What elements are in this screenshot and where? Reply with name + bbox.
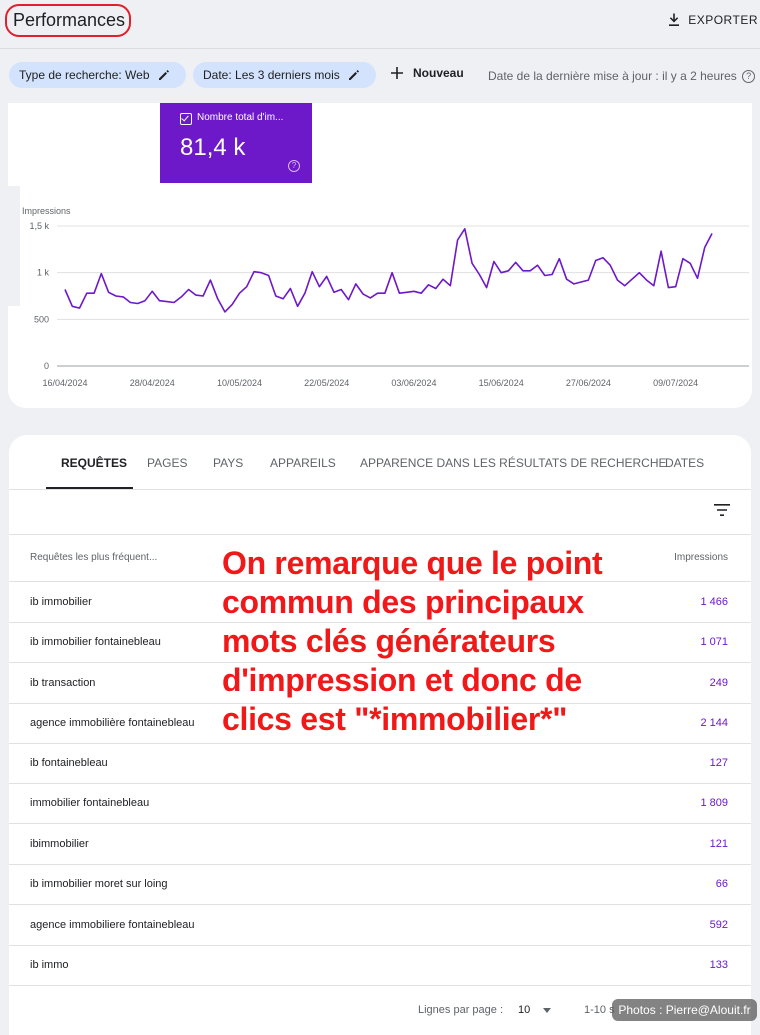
download-icon <box>669 13 680 26</box>
table-row[interactable]: immobilier fontainebleau 1 809 <box>9 783 751 824</box>
query-text: ib transaction <box>30 677 96 689</box>
column-header-query[interactable]: Requêtes les plus fréquent... <box>30 552 158 563</box>
table-row[interactable]: ib transaction 249 <box>9 663 751 704</box>
impressions-value: 1 466 <box>700 596 728 608</box>
filter-bar: Type de recherche: Web Date: Les 3 derni… <box>0 49 760 103</box>
page-title: Performances <box>13 10 126 30</box>
y-tick-label: 1 k <box>37 268 50 278</box>
tab-queries[interactable]: REQUÊTES <box>61 456 128 470</box>
metric-total-impressions[interactable]: Nombre total d'im... 81,4 k ? <box>160 103 312 183</box>
help-icon[interactable]: ? <box>742 70 756 84</box>
column-header-impressions[interactable]: Impressions <box>674 552 728 563</box>
active-tab-indicator <box>46 487 133 489</box>
y-axis-title: Impressions <box>22 206 71 216</box>
x-tick-label: 22/05/2024 <box>304 378 349 388</box>
impressions-value: 2 144 <box>700 717 728 729</box>
search-type-chip[interactable]: Type de recherche: Web <box>9 62 186 88</box>
table-toolbar <box>9 490 751 535</box>
photo-credit-watermark: Photos : Pierre@Alouit.fr <box>612 999 757 1021</box>
card-edge <box>0 186 20 306</box>
last-update-label: Date de la dernière mise à jour : il y a… <box>488 69 737 83</box>
impressions-value: 1 071 <box>700 636 728 648</box>
impressions-value: 133 <box>709 959 728 971</box>
impressions-value: 592 <box>709 919 728 931</box>
query-text: ib fontainebleau <box>30 757 108 769</box>
x-tick-label: 10/05/2024 <box>217 378 262 388</box>
help-icon[interactable]: ? <box>288 160 300 172</box>
pencil-icon <box>158 70 169 80</box>
table-row[interactable]: ib immobilier 1 466 <box>9 582 751 623</box>
page-range: 1-10 s <box>584 1004 615 1016</box>
query-text: ibimmobilier <box>30 838 89 850</box>
impressions-value: 127 <box>709 757 728 769</box>
query-text: ib immobilier <box>30 596 92 608</box>
impressions-value: 121 <box>709 838 728 850</box>
new-filter-button[interactable]: Nouveau <box>390 66 464 80</box>
title-highlight-ring <box>5 4 131 37</box>
x-tick-label: 16/04/2024 <box>42 378 87 388</box>
x-tick-label: 28/04/2024 <box>130 378 175 388</box>
date-range-label: Date: Les 3 derniers mois <box>203 68 340 82</box>
query-text: immobilier fontainebleau <box>30 797 150 809</box>
table-row[interactable]: agence immobilière fontainebleau 2 144 <box>9 703 751 744</box>
x-tick-label: 15/06/2024 <box>479 378 524 388</box>
plus-icon <box>391 67 403 79</box>
export-label: EXPORTER <box>688 13 758 27</box>
date-range-chip[interactable]: Date: Les 3 derniers mois <box>193 62 376 88</box>
pencil-icon <box>348 70 359 80</box>
tab-countries[interactable]: PAYS <box>213 456 244 470</box>
annotation-text: On remarque que le point commun des prin… <box>222 545 603 737</box>
tab-bar: REQUÊTES PAGES PAYS APPAREILS APPARENCE … <box>9 435 751 490</box>
rows-per-page-select[interactable]: 10 <box>518 1004 531 1016</box>
performance-chart-card: Nombre total d'im... 81,4 k ? Impression… <box>0 103 752 408</box>
impressions-value: 66 <box>715 878 728 890</box>
metric-value: 81,4 k <box>180 134 246 161</box>
query-text: agence immobilière fontainebleau <box>30 717 195 729</box>
top-bar: Performances EXPORTER <box>0 0 760 48</box>
impressions-line-chart: Impressions 0 500 1 k 1,5 k 16/04/2024 28/04/2… <box>22 206 749 388</box>
queries-table-card: REQUÊTES PAGES PAYS APPAREILS APPARENCE … <box>9 435 751 1035</box>
query-text: agence immobiliere fontainebleau <box>30 919 195 931</box>
query-text: ib immo <box>30 959 69 971</box>
query-text: ib immobilier moret sur loing <box>30 878 168 890</box>
tab-pages[interactable]: PAGES <box>147 456 188 470</box>
table-row[interactable]: agence immobiliere fontainebleau 592 <box>9 905 751 946</box>
table-row[interactable]: ib immobilier moret sur loing 66 <box>9 864 751 905</box>
y-tick-label: 1,5 k <box>29 221 49 231</box>
search-type-label: Type de recherche: Web <box>19 68 150 82</box>
x-tick-label: 09/07/2024 <box>653 378 698 388</box>
series-line-impressions <box>64 227 713 313</box>
pagination: Lignes par page : 10 1-10 s <box>9 998 751 1028</box>
x-tick-label: 27/06/2024 <box>566 378 611 388</box>
table-row[interactable]: ibimmobilier 121 <box>9 824 751 865</box>
rows-per-page-label: Lignes par page : <box>418 1004 504 1016</box>
new-filter-label: Nouveau <box>413 66 464 80</box>
table-row[interactable]: ib immo 133 <box>9 945 751 986</box>
y-tick-label: 500 <box>34 314 49 324</box>
metric-label: Nombre total d'im... <box>197 112 284 123</box>
x-tick-label: 03/06/2024 <box>391 378 436 388</box>
y-tick-label: 0 <box>44 361 49 371</box>
header-divider <box>0 48 760 49</box>
impressions-value: 249 <box>709 677 728 689</box>
dropdown-arrow-icon[interactable] <box>543 1008 551 1013</box>
table-row[interactable]: ib immobilier fontainebleau 1 071 <box>9 622 751 663</box>
tab-devices[interactable]: APPAREILS <box>270 456 336 470</box>
tab-dates[interactable]: DATES <box>665 456 705 470</box>
impressions-value: 1 809 <box>700 797 728 809</box>
export-button[interactable]: EXPORTER <box>666 12 758 28</box>
table-header: Requêtes les plus fréquent... Impression… <box>9 534 751 582</box>
checkbox-icon[interactable] <box>180 113 192 125</box>
query-text: ib immobilier fontainebleau <box>30 636 161 648</box>
table-row[interactable]: ib fontainebleau 127 <box>9 743 751 784</box>
last-update-text: Date de la dernière mise à jour : il y a… <box>488 69 756 84</box>
tab-search-appearance[interactable]: APPARENCE DANS LES RÉSULTATS DE RECHERCH… <box>360 456 667 470</box>
filter-icon[interactable] <box>714 503 730 517</box>
